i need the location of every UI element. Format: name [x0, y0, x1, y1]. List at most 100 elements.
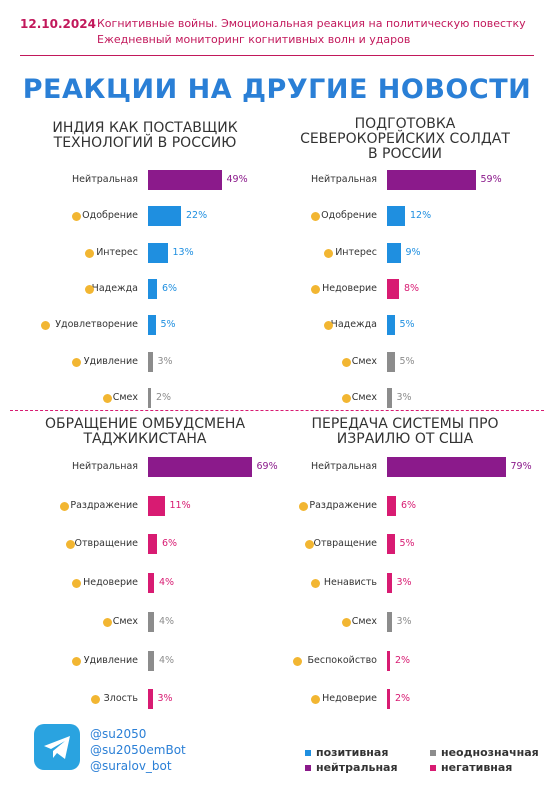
emoji-icon [323, 321, 333, 331]
handle: @suralov_bot [90, 759, 172, 773]
value-label: 5% [399, 355, 415, 367]
category-label: Отвращение [74, 538, 139, 550]
value-label: 3% [157, 693, 173, 705]
value-label: 5% [399, 538, 415, 550]
value-label: 6% [401, 499, 417, 511]
date: 12.10.2024 [20, 17, 96, 31]
emoji-icon [41, 321, 51, 331]
header-rule [20, 55, 534, 56]
emoji-icon [84, 248, 94, 258]
category-label: Злость [103, 693, 138, 705]
emoji-icon [342, 393, 352, 403]
bar [148, 278, 157, 299]
telegram-logo [34, 724, 80, 770]
legend-item: позитивная [305, 746, 388, 759]
value-label: 2% [156, 391, 172, 403]
emoji-icon [292, 656, 302, 666]
value-label: 4% [159, 577, 175, 589]
bar [148, 315, 156, 336]
category-label: Смех [112, 391, 138, 403]
value-label: 5% [160, 319, 176, 331]
emoji-icon [311, 212, 321, 222]
category-label: Раздражение [309, 499, 377, 511]
handle: @su2050 [90, 727, 147, 741]
emoji-icon [311, 695, 321, 705]
bar [148, 689, 153, 710]
bar [387, 387, 392, 408]
category-label: Отвращение [313, 538, 378, 550]
value-label: 9% [405, 246, 421, 258]
emoji-icon [342, 357, 352, 367]
legend-swatch [305, 764, 311, 771]
value-label: 3% [396, 577, 412, 589]
bar [148, 457, 252, 477]
bar [387, 315, 395, 336]
main-title: РЕАКЦИИ НА ДРУГИЕ НОВОСТИ [22, 74, 532, 105]
category-label: Смех [112, 615, 138, 627]
category-label: Нейтральная [311, 174, 377, 185]
value-label: 79% [510, 461, 532, 472]
legend-label: нейтральная [316, 761, 398, 774]
value-label: 49% [226, 174, 248, 185]
legend-label: негативная [441, 761, 513, 774]
value-label: 3% [396, 615, 412, 627]
emoji-icon [298, 501, 308, 511]
category-label: Удовлетворение [55, 319, 138, 331]
bar [148, 611, 154, 632]
legend-item: неоднозначная [430, 746, 539, 759]
legend-swatch [305, 749, 311, 756]
bar [148, 351, 153, 372]
handles: @su2050 @su2050emBot @suralov_bot [90, 726, 186, 774]
bar [387, 206, 405, 227]
bar [387, 457, 506, 477]
header-line: Когнитивные войны. Эмоциональная реакция… [97, 17, 526, 30]
emoji-icon [311, 284, 321, 294]
category-label: Раздражение [70, 499, 138, 511]
value-label: 13% [172, 246, 194, 258]
handle: @su2050emBot [90, 743, 186, 757]
value-label: 3% [396, 391, 412, 403]
category-label: Нейтральная [72, 461, 138, 472]
bar [387, 689, 390, 710]
category-label: Интерес [335, 246, 377, 258]
bar [387, 495, 396, 516]
emoji-icon [72, 579, 82, 589]
value-label: 6% [162, 538, 178, 550]
value-label: 11% [169, 499, 191, 511]
bar [387, 278, 399, 299]
emoji-icon [66, 540, 75, 550]
category-label: Недоверие [322, 693, 377, 705]
legend-item: нейтральная [305, 761, 398, 774]
header-line: Ежедневный мониторинг когнитивных волн и… [97, 33, 411, 46]
legend-item: негативная [430, 761, 512, 774]
value-label: 4% [159, 654, 175, 666]
bar [387, 534, 395, 555]
category-label: Нейтральная [72, 174, 138, 185]
bar [148, 573, 154, 594]
legend-swatch [430, 764, 436, 771]
category-label: Интерес [96, 246, 138, 258]
category-label: Беспокойство [307, 654, 377, 666]
emoji-icon [72, 212, 82, 222]
category-label: Удивление [83, 355, 138, 367]
value-label: 69% [256, 461, 278, 472]
category-label: Удивление [83, 654, 138, 666]
legend-swatch [430, 749, 436, 756]
bar [387, 170, 476, 190]
value-label: 8% [404, 282, 420, 294]
bar [148, 170, 222, 190]
bar [148, 534, 157, 555]
emoji-icon [72, 656, 82, 666]
emoji-icon [103, 617, 113, 627]
category-label: Ненависть [323, 577, 377, 589]
category-label: Надежда [91, 282, 138, 294]
emoji-icon [342, 617, 352, 627]
value-label: 59% [480, 174, 502, 185]
value-label: 5% [399, 319, 415, 331]
value-label: 6% [162, 282, 178, 294]
emoji-icon [84, 284, 94, 294]
category-label: Смех [351, 615, 377, 627]
bar [387, 351, 395, 372]
category-label: Одобрение [82, 210, 138, 222]
